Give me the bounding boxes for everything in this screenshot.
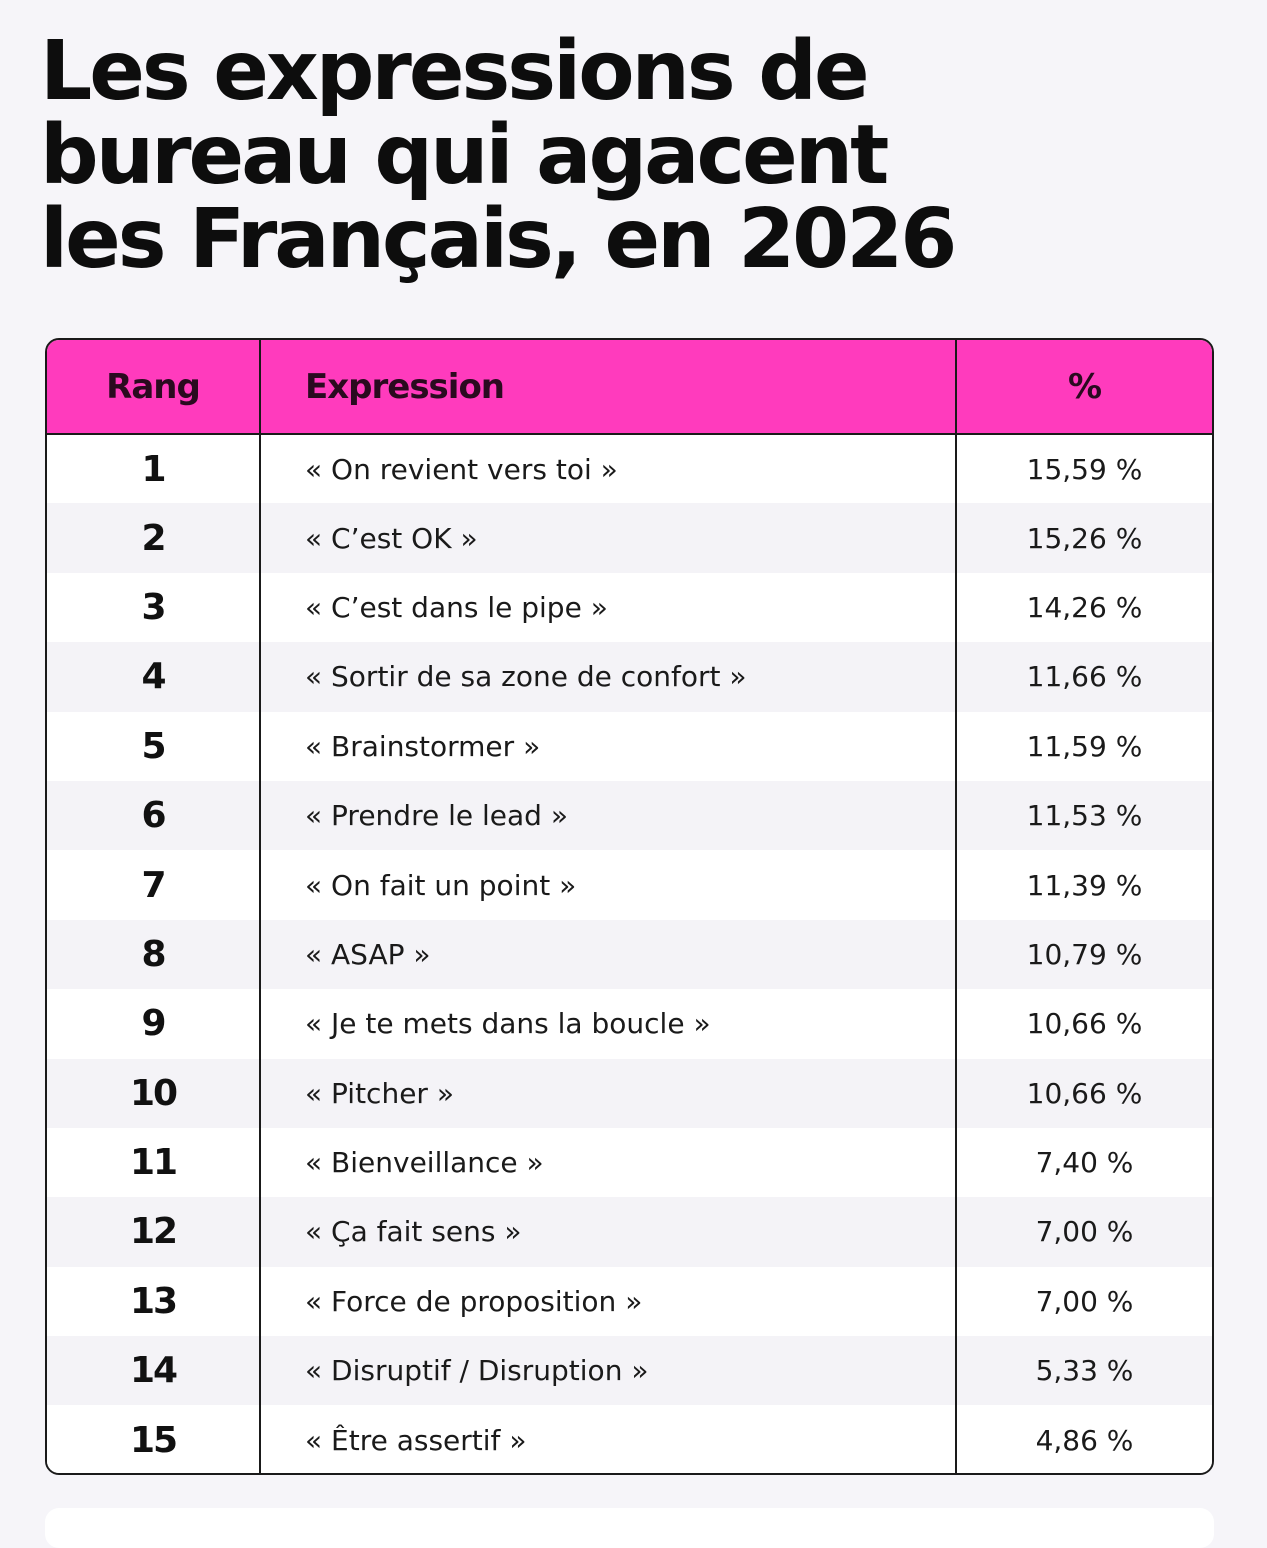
percent-cell: 11,53 % [956,780,1212,851]
rank-cell: 8 [47,919,261,990]
table-row: 11 « Bienveillance » 7,40 % [47,1127,1212,1198]
percent-cell: 11,66 % [956,642,1212,712]
rank-cell: 4 [47,642,261,712]
percent-cell: 11,59 % [956,711,1212,781]
expression-cell: « On fait un point » [260,850,957,920]
header-expression: Expression [260,340,957,435]
percent-cell: 15,26 % [956,503,1212,573]
header-rang: Rang [47,340,261,435]
rank-cell: 9 [47,989,261,1059]
percent-cell: 7,00 % [956,1266,1212,1337]
table-row: 4 « Sortir de sa zone de confort » 11,66… [47,642,1212,712]
expression-cell: « Brainstormer » [260,711,957,781]
rank-cell: 7 [47,850,261,920]
expression-cell: « Bienveillance » [260,1127,957,1198]
table-row: 2 « C’est OK » 15,26 % [47,503,1212,573]
percent-cell: 10,79 % [956,919,1212,990]
expression-cell: « C’est dans le pipe » [260,572,957,643]
table-row: 8 « ASAP » 10,79 % [47,919,1212,990]
rank-cell: 5 [47,711,261,781]
page-title: Les expressions de bureau qui agacent le… [40,30,1140,282]
rank-cell: 1 [47,434,261,504]
table-row: 12 « Ça fait sens » 7,00 % [47,1197,1212,1267]
next-card-edge [45,1508,1214,1548]
expression-cell: « C’est OK » [260,503,957,573]
rank-cell: 10 [47,1058,261,1128]
expression-cell: « Je te mets dans la boucle » [260,989,957,1059]
expression-cell: « Être assertif » [260,1405,957,1473]
percent-cell: 7,00 % [956,1197,1212,1267]
rank-cell: 14 [47,1336,261,1406]
percent-cell: 4,86 % [956,1405,1212,1473]
header-percent: % [956,340,1212,435]
table-row: 13 « Force de proposition » 7,00 % [47,1266,1212,1337]
expression-cell: « On revient vers toi » [260,434,957,504]
title-line-3: les Français, en 2026 [40,192,957,287]
rank-cell: 11 [47,1127,261,1198]
ranking-table-card: Rang Expression % 1 « On revient vers to… [45,338,1214,1475]
ranking-table: Rang Expression % 1 « On revient vers to… [47,340,1212,1473]
table-row: 6 « Prendre le lead » 11,53 % [47,780,1212,851]
table-row: 9 « Je te mets dans la boucle » 10,66 % [47,989,1212,1059]
expression-cell: « Ça fait sens » [260,1197,957,1267]
title-line-2: bureau qui agacent [40,108,889,203]
percent-cell: 7,40 % [956,1127,1212,1198]
rank-cell: 15 [47,1405,261,1473]
percent-cell: 10,66 % [956,1058,1212,1128]
table-header-row: Rang Expression % [47,340,1212,435]
rank-cell: 12 [47,1197,261,1267]
expression-cell: « Sortir de sa zone de confort » [260,642,957,712]
rank-cell: 6 [47,780,261,851]
table-row: 10 « Pitcher » 10,66 % [47,1058,1212,1128]
expression-cell: « Prendre le lead » [260,780,957,851]
expression-cell: « Pitcher » [260,1058,957,1128]
rank-cell: 2 [47,503,261,573]
rank-cell: 3 [47,572,261,643]
table-row: 14 « Disruptif / Disruption » 5,33 % [47,1336,1212,1406]
expression-cell: « Force de proposition » [260,1266,957,1337]
table-row: 7 « On fait un point » 11,39 % [47,850,1212,920]
expression-cell: « Disruptif / Disruption » [260,1336,957,1406]
table-row: 15 « Être assertif » 4,86 % [47,1405,1212,1473]
title-line-1: Les expressions de [40,24,870,119]
expression-cell: « ASAP » [260,919,957,990]
table-row: 3 « C’est dans le pipe » 14,26 % [47,572,1212,643]
table-row: 1 « On revient vers toi » 15,59 % [47,434,1212,504]
percent-cell: 15,59 % [956,434,1212,504]
table-row: 5 « Brainstormer » 11,59 % [47,711,1212,781]
percent-cell: 14,26 % [956,572,1212,643]
rank-cell: 13 [47,1266,261,1337]
percent-cell: 10,66 % [956,989,1212,1059]
percent-cell: 5,33 % [956,1336,1212,1406]
percent-cell: 11,39 % [956,850,1212,920]
